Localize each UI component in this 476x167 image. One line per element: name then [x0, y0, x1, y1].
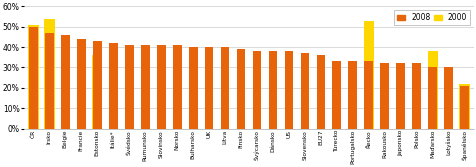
Bar [77, 39, 86, 129]
Bar [109, 43, 118, 129]
Bar [458, 84, 469, 129]
Bar [300, 53, 308, 129]
Bar [426, 51, 437, 129]
Bar [204, 47, 213, 129]
Bar [45, 33, 54, 129]
Bar [347, 61, 357, 129]
Bar [93, 41, 101, 129]
Legend: 2008, 2000: 2008, 2000 [394, 10, 469, 25]
Bar [125, 45, 133, 129]
Bar [268, 51, 277, 129]
Bar [396, 63, 404, 129]
Bar [284, 51, 293, 129]
Bar [443, 67, 452, 129]
Bar [364, 61, 372, 129]
Bar [28, 25, 39, 129]
Bar [363, 21, 373, 129]
Bar [236, 49, 245, 129]
Bar [92, 55, 102, 129]
Bar [379, 63, 388, 129]
Bar [252, 51, 261, 129]
Bar [316, 55, 325, 129]
Bar [61, 35, 69, 129]
Bar [188, 47, 197, 129]
Bar [459, 86, 468, 129]
Bar [140, 45, 149, 129]
Bar [172, 45, 181, 129]
Bar [44, 19, 54, 129]
Bar [29, 27, 38, 129]
Bar [427, 67, 436, 129]
Bar [411, 63, 420, 129]
Bar [332, 61, 340, 129]
Bar [220, 47, 229, 129]
Bar [157, 45, 165, 129]
